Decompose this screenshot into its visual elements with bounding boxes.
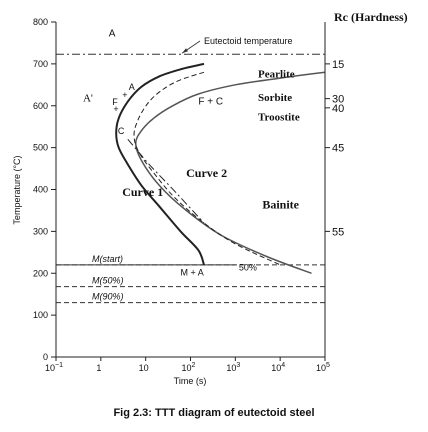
annotation: F [112,97,118,107]
x-tick-label: 104 [271,362,285,373]
series-line [127,138,205,224]
annotation: C [118,126,125,136]
hardness-tick-label: 40 [332,103,344,115]
hardness-tick-label: 15 [332,59,344,71]
chart-lines [56,40,325,304]
y-tick-label: 200 [33,268,48,278]
annotation: A [129,82,135,92]
series-line [115,62,205,266]
annotation: Curve 1 [122,185,163,199]
y-tick-label: 400 [33,185,48,195]
martensite-label: M(90%) [92,292,124,302]
annotation: Pearlite [258,68,295,80]
martensite-label: M(50%) [92,276,124,286]
annotation: M + A [181,267,204,277]
annotation: Sorbite [258,92,292,104]
chart-labels: 0 100 200 300 400 500 600 700 800 10−1 1 10 102 103 10… [33,17,344,373]
annotation: A [109,29,116,40]
eutectoid-arrowhead [182,48,188,54]
x-tick-label: 1 [96,363,101,373]
annotation: A' [83,93,93,105]
figure-caption: Fig 2.3: TTT diagram of eutectoid steel [113,407,315,419]
hardness-tick-label: 55 [332,226,344,238]
right-axis-label: Rc (Hardness) [334,10,408,24]
eutectoid-label: Eutectoid temperature [204,36,293,46]
y-tick-label: 600 [33,101,48,111]
series-line [134,71,326,275]
y-tick-label: 500 [33,143,48,153]
x-axis-label: Time (s) [174,376,207,386]
x-tick-label: 102 [182,362,196,373]
hardness-tick-label: 45 [332,143,344,155]
y-tick-label: 700 [33,59,48,69]
annotation: F + C [198,96,223,107]
x-tick-label: 105 [316,362,330,373]
annotation: + [122,90,127,100]
annotation: + [113,104,118,114]
annotation: 50% [239,262,257,272]
series-line [133,71,281,266]
martensite-label: M(start) [92,254,123,264]
chart-curves [115,62,326,275]
annotation: Troostite [258,111,300,123]
y-tick-label: 800 [33,17,48,27]
x-tick-label: 103 [226,362,240,373]
annotation: Bainite [262,197,299,211]
hardness-tick-label: 30 [332,94,344,106]
y-tick-label: 300 [33,226,48,236]
chart-axes [51,21,330,361]
x-tick-label: 10−1 [45,362,63,373]
x-tick-label: 10 [139,363,149,373]
y-tick-label: 100 [33,310,48,320]
annotation: Curve 2 [186,166,227,180]
y-axis-label: Temperature (°C) [12,155,22,224]
y-tick-label: 0 [43,352,48,362]
